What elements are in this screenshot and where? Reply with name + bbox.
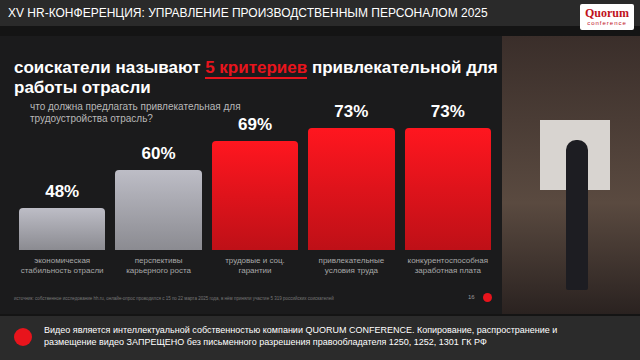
bar xyxy=(308,128,394,250)
logo: Quorumconference xyxy=(580,4,634,30)
warning-icon xyxy=(14,328,32,346)
subtitle: что должна предлагать привлекательная дл… xyxy=(30,101,260,125)
data-label: 60% xyxy=(115,144,201,164)
logo-sub: conference xyxy=(580,20,634,26)
footer-text: Видео является интеллектуальной собствен… xyxy=(44,324,604,348)
page-dot xyxy=(483,293,492,302)
data-label: 73% xyxy=(308,102,394,122)
category-label: конкурентоспособная заработная плата xyxy=(405,256,491,276)
source-note: источник: собственное исследование hh.ru… xyxy=(14,296,454,301)
data-label: 69% xyxy=(212,115,298,135)
bar xyxy=(212,141,298,250)
header-text: XV HR-КОНФЕРЕНЦИЯ: УПРАВЛЕНИЕ ПРОИЗВОДСТ… xyxy=(8,6,488,20)
plot-area xyxy=(14,122,496,250)
category-label: экономическая стабильность отрасли xyxy=(19,256,105,276)
title: соискатели называют 5 критериев привлека… xyxy=(14,58,504,98)
logo-text: Quorum xyxy=(580,6,634,21)
speaker xyxy=(566,140,588,290)
bar xyxy=(115,170,201,250)
data-label: 73% xyxy=(405,102,491,122)
category-label: трудовые и соц. гарантии xyxy=(212,256,298,276)
category-label: привлекательные условия труда xyxy=(308,256,394,276)
category-label: перспективы карьерного роста xyxy=(115,256,201,276)
data-label: 48% xyxy=(19,182,105,202)
bar xyxy=(19,208,105,250)
title-highlight: 5 критериев xyxy=(205,58,307,79)
bar xyxy=(405,128,491,250)
page-number: 16 xyxy=(468,294,475,300)
